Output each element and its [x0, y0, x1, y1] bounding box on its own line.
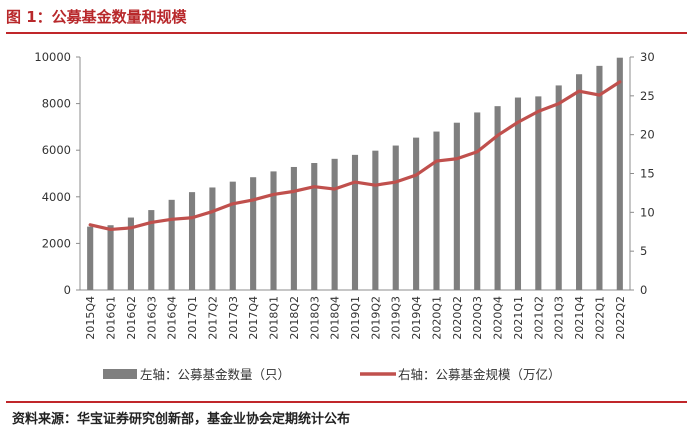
chart-title: 图 1：公募基金数量和规模 — [6, 8, 187, 26]
right-y-tick-label: 5 — [640, 244, 647, 258]
bar-2017Q3 — [229, 181, 236, 290]
legend-line-label: 右轴：公募基金规模（万亿） — [398, 367, 561, 382]
x-tick-label: 2017Q2 — [206, 296, 219, 340]
bar-2020Q4 — [494, 106, 501, 291]
bar-2016Q2 — [127, 217, 134, 290]
left-y-tick-label: 10000 — [34, 50, 71, 64]
x-tick-label: 2017Q3 — [227, 296, 240, 340]
bar-2015Q4 — [87, 226, 94, 290]
right-y-tick-label: 10 — [640, 205, 655, 219]
x-tick-label: 2020Q3 — [471, 296, 484, 340]
source-note: 资料来源：华宝证券研究创新部，基金业协会定期统计公布 — [12, 412, 351, 427]
bar-2017Q1 — [188, 192, 196, 290]
right-y-tick-label: 15 — [640, 167, 655, 181]
x-tick-label: 2016Q3 — [145, 296, 158, 340]
bar-2020Q2 — [453, 122, 460, 291]
bar-2021Q2 — [535, 96, 542, 290]
x-tick-label: 2016Q4 — [166, 296, 179, 340]
x-tick-label: 2017Q4 — [247, 296, 260, 340]
left-y-tick-label: 0 — [64, 283, 71, 297]
left-y-tick-label: 6000 — [42, 143, 71, 157]
x-tick-label: 2022Q1 — [593, 296, 606, 340]
x-tick-label: 2016Q1 — [105, 296, 118, 340]
x-tick-label: 2018Q3 — [308, 296, 321, 340]
bar-2022Q1 — [596, 65, 603, 290]
bar-2019Q4 — [413, 137, 420, 290]
x-tick-label: 2021Q3 — [553, 296, 566, 340]
right-y-tick-label: 20 — [640, 128, 655, 142]
bar-2019Q3 — [392, 145, 399, 290]
combo-chart: 2015Q4 2016Q1 2016Q2 2016Q3 2016Q4 2017Q1 2017… — [34, 50, 655, 382]
x-tick-label: 2018Q4 — [329, 296, 342, 340]
right-y-tick-labels: 0 5 10 15 20 25 30 — [630, 50, 655, 297]
x-tick-label: 2018Q1 — [268, 296, 281, 340]
left-y-tick-label: 8000 — [42, 97, 71, 111]
x-tick-label: 2017Q1 — [186, 296, 199, 340]
x-tick-label: 2019Q2 — [369, 296, 382, 340]
bar-series — [87, 57, 623, 291]
bar-2020Q3 — [474, 112, 481, 290]
bar-2018Q1 — [270, 171, 277, 290]
x-tick-label: 2020Q4 — [492, 296, 505, 340]
bar-2020Q1 — [433, 131, 440, 290]
x-tick-label: 2019Q1 — [349, 296, 362, 340]
bar-2017Q2 — [209, 187, 216, 290]
x-tick-label: 2021Q1 — [512, 296, 525, 340]
bar-2021Q4 — [576, 74, 583, 290]
left-y-tick-label: 4000 — [42, 190, 71, 204]
legend: 左轴：公募基金数量（只） 右轴：公募基金规模（万亿） — [103, 367, 561, 382]
x-tick-label: 2015Q4 — [84, 296, 97, 340]
bar-2016Q3 — [148, 210, 155, 290]
bar-2016Q1 — [107, 225, 114, 290]
footer-divider — [6, 401, 687, 403]
right-y-tick-label: 0 — [640, 283, 647, 297]
x-tick-label: 2020Q2 — [451, 296, 464, 340]
legend-bar-swatch — [103, 369, 137, 379]
bar-2016Q4 — [168, 199, 175, 290]
left-y-tick-label: 2000 — [42, 236, 71, 250]
right-y-tick-label: 30 — [640, 50, 655, 64]
x-tick-label: 2016Q2 — [125, 296, 138, 340]
bar-2018Q4 — [331, 158, 338, 290]
x-tick-label: 2020Q1 — [430, 296, 443, 340]
bar-2021Q3 — [555, 85, 562, 291]
bar-2018Q2 — [290, 166, 297, 290]
title-divider — [6, 32, 687, 34]
bar-2017Q4 — [250, 177, 257, 290]
bar-2021Q1 — [514, 97, 522, 291]
x-tick-label: 2021Q4 — [573, 296, 586, 340]
x-tick-labels: 2015Q4 2016Q1 2016Q2 2016Q3 2016Q4 2017Q1 2017… — [84, 296, 627, 340]
x-tick-label: 2018Q2 — [288, 296, 301, 340]
right-y-tick-label: 25 — [640, 89, 655, 103]
x-tick-label: 2021Q2 — [532, 296, 545, 340]
line-series — [88, 80, 622, 232]
x-tick-label: 2019Q3 — [390, 296, 403, 340]
x-tick-label: 2019Q4 — [410, 296, 423, 340]
bar-2019Q1 — [351, 154, 359, 290]
left-y-tick-labels: 0 2000 4000 6000 8000 10000 — [34, 50, 80, 297]
bar-2019Q2 — [372, 150, 379, 290]
bar-2022Q2 — [616, 57, 623, 290]
bar-2018Q3 — [311, 163, 318, 290]
legend-bar-label: 左轴：公募基金数量（只） — [140, 367, 290, 382]
x-tick-label: 2022Q2 — [614, 296, 627, 340]
